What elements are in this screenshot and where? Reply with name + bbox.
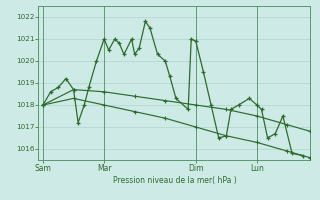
X-axis label: Pression niveau de la mer( hPa ): Pression niveau de la mer( hPa ) xyxy=(113,176,236,185)
